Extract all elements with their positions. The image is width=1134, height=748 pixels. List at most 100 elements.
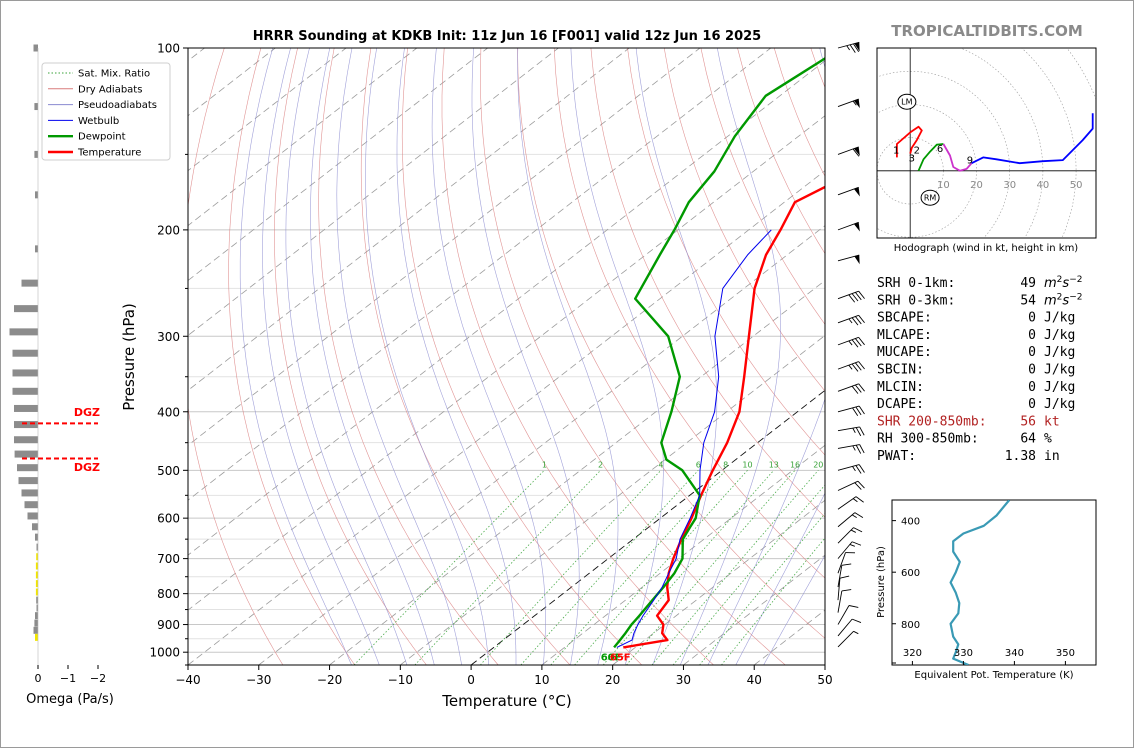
omega-bar — [12, 349, 38, 357]
omega-bars — [9, 44, 39, 641]
x-tick-label: −30 — [246, 673, 271, 687]
isotherm-line — [683, 554, 825, 665]
barb-full — [858, 315, 865, 324]
stat-unit: kt — [1044, 414, 1060, 429]
omega-bar — [35, 571, 38, 579]
isotherm-line — [188, 48, 630, 391]
stat-value: 54 — [1020, 293, 1036, 308]
isotherm-line — [612, 499, 825, 665]
barb-full — [859, 426, 865, 436]
wetbulb-line — [616, 229, 772, 648]
barb-full — [851, 385, 859, 394]
barb-full — [855, 496, 864, 503]
theta-e-x-tick-label: 350 — [1056, 648, 1075, 659]
theta-e-y-tick-label: 600 — [901, 568, 920, 579]
stat-label: SRH 0-1km: — [877, 276, 955, 291]
stat-value: 56 — [1020, 414, 1036, 429]
mixing-ratio-line — [574, 470, 748, 665]
barb-full — [858, 464, 865, 473]
mixing-ratio-label: 2 — [598, 460, 603, 469]
barb-full — [855, 465, 862, 474]
isotherm-line — [188, 60, 825, 556]
wind-barb — [837, 254, 860, 265]
dry-adiabat — [553, 48, 825, 579]
wind-barb — [837, 146, 860, 157]
hodograph-height-label: 3 — [909, 153, 915, 164]
hodograph-frame — [876, 47, 1097, 239]
barb-staff — [837, 578, 841, 601]
hodograph-trace — [917, 143, 944, 172]
omega-bar — [14, 305, 38, 313]
omega-bar — [33, 44, 38, 52]
barb-full — [858, 337, 865, 346]
dry-adiabat — [228, 48, 355, 665]
hodograph-height-label: 2 — [914, 146, 920, 157]
barb-full — [858, 383, 865, 392]
barb-full — [855, 445, 862, 454]
stat-unit: J/kg — [1044, 397, 1075, 412]
omega-bar — [18, 477, 38, 485]
omega-tick-label: 0 — [35, 672, 42, 685]
mixing-ratio-line — [721, 537, 825, 665]
omega-bar — [35, 612, 38, 620]
omega-bar — [35, 245, 38, 253]
dgz-label-bottom: DGZ — [74, 461, 100, 474]
omega-panel: 0 −1 −2 Omega (Pa/s) DGZ DGZ — [9, 44, 114, 707]
hodograph-ring-label: 10 — [937, 180, 950, 191]
isotherm-line — [329, 280, 825, 665]
barb-full — [851, 317, 859, 326]
hodograph-height-label: 9 — [967, 155, 973, 166]
stat-label: MLCIN: — [877, 380, 924, 395]
barb-staff — [837, 541, 853, 559]
wind-barb — [837, 589, 852, 613]
isotherm-line — [188, 48, 347, 172]
mixing-ratio-line — [550, 470, 726, 665]
theta-e-line — [949, 500, 1011, 665]
stat-value: 0 — [1028, 345, 1036, 360]
barb-staff — [837, 146, 859, 155]
pseudo-adiabat — [735, 492, 825, 665]
wind-barb — [837, 480, 865, 491]
pseudo-adiabat — [517, 48, 619, 665]
isotherm-line — [188, 48, 418, 227]
stat-label: RH 300-850mb: — [877, 432, 979, 447]
y-tick-label: 800 — [157, 587, 180, 601]
wind-barb — [837, 464, 865, 474]
wind-barb — [837, 552, 856, 574]
barb-flag — [854, 42, 860, 52]
theta-e-x-tick-label: 340 — [1005, 648, 1024, 659]
barb-staff — [837, 405, 860, 413]
y-tick-label: 900 — [157, 618, 180, 632]
y-tick-label: 500 — [157, 464, 180, 478]
y-tick-label: 100 — [157, 42, 180, 56]
mixing-ratio-line — [414, 470, 601, 665]
mixing-ratio-line — [479, 470, 662, 665]
barb-flag — [853, 146, 860, 157]
hodograph-ring-label: 30 — [1003, 180, 1016, 191]
mixing-ratio-label: 16 — [790, 460, 800, 469]
storm-motion-label: RM — [924, 194, 937, 203]
skewt-plot-area — [188, 48, 825, 665]
theta-e-y-tick-label: 800 — [901, 620, 920, 631]
isotherm-line — [188, 48, 701, 446]
pseudo-adiabat — [570, 48, 664, 665]
barb-full — [841, 563, 852, 566]
barb-full — [851, 618, 862, 624]
barb-full — [845, 552, 856, 554]
omega-bar — [34, 150, 38, 158]
pseudo-adiabat — [707, 48, 825, 665]
wind-barb — [837, 575, 850, 601]
isotherm-line — [188, 48, 559, 336]
barb-full — [859, 444, 865, 454]
wind-barb — [837, 541, 862, 559]
skewt-gridlines: 1 2 4 6 8 10 13 16 20 24 30 36 — [188, 48, 825, 665]
barb-full — [851, 541, 862, 546]
omega-tick-label: −2 — [90, 672, 106, 685]
legend-box — [41, 62, 171, 161]
wind-barb — [837, 221, 860, 232]
mixing-ratio-line — [353, 470, 545, 665]
barb-staff — [837, 496, 857, 510]
omega-bar — [36, 543, 38, 551]
mixing-ratio-label: 6 — [696, 460, 701, 469]
legend-entry: Dewpoint — [78, 132, 126, 143]
